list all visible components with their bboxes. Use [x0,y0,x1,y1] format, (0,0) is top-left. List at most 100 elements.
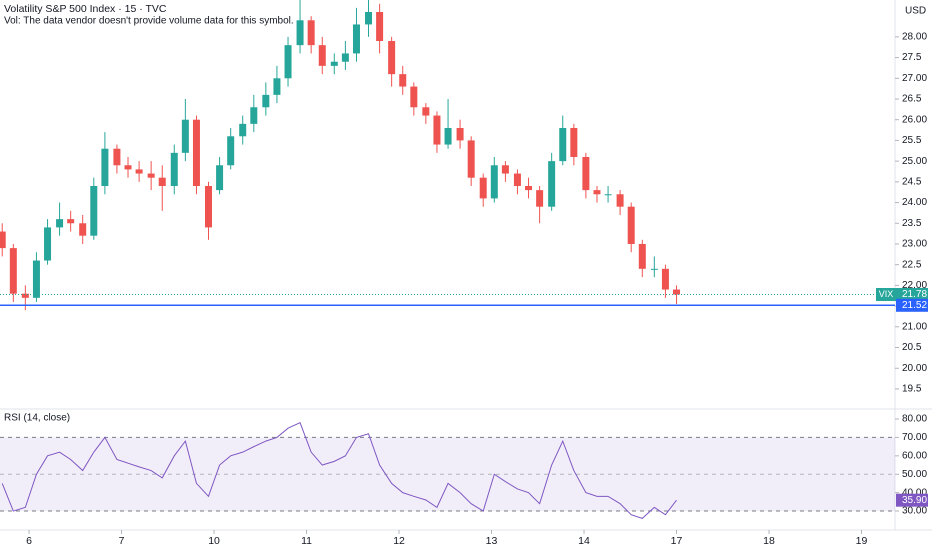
x-tick-label: 14 [578,535,590,547]
candle-body [0,231,6,249]
candle-body [467,140,475,178]
candle-body [638,243,646,269]
candle-body [479,177,487,199]
y-tick-label: 28.00 [902,32,927,43]
candle-body [296,20,304,46]
candle-body [170,152,178,186]
candle-body [158,177,166,186]
x-tick-label: 10 [208,535,220,547]
candle-body [147,173,155,178]
candle-body [501,165,509,174]
last-price-tag [896,288,928,302]
candle-body [376,12,384,42]
x-tick-label: 18 [763,535,775,547]
x-tick-label: 7 [119,535,125,547]
candle-body [284,45,292,79]
candle-body [32,260,40,298]
candle-body [227,136,235,166]
y-tick-label: 30.00 [902,506,927,517]
candle-body [273,78,281,95]
x-tick-label: 19 [856,535,868,547]
candle-body [399,74,407,87]
candle-body [444,127,452,145]
candle-body [21,293,29,298]
y-tick-label: 27.5 [902,52,922,63]
candle-body [216,165,224,191]
candle-body [604,194,612,196]
candle-body [456,127,464,141]
candle-body [525,185,533,191]
candle-body [570,127,578,157]
candle-body [593,190,601,195]
candle-body [262,94,270,108]
x-tick-label: 13 [486,535,498,547]
y-tick-label: 70.00 [902,432,927,443]
y-tick-label: 50.00 [902,469,927,480]
y-tick-label: 24.00 [902,197,927,208]
candle-body [9,248,17,294]
candle-body [192,119,200,186]
y-tick-label: 80.00 [902,414,927,425]
y-tick-label: 24.5 [902,176,922,187]
candle-body [410,86,418,108]
y-tick-label: 22.00 [902,280,927,291]
candle-body [388,41,396,75]
candle-body [135,169,143,174]
chart-subtitle: Vol: The data vendor doesn't provide vol… [4,16,294,27]
y-tick-label: 60.00 [902,450,927,461]
candle-body [536,190,544,207]
candle-body [250,107,258,124]
y-tick-label: 26.00 [902,114,927,125]
candle-body [559,127,567,162]
y-tick-label: 25.00 [902,156,927,167]
candle-body [44,227,52,261]
y-tick-label: 23.00 [902,239,927,250]
candle-body [627,206,635,244]
candle-body [90,185,98,236]
candle-body [352,24,360,54]
x-tick-label: 17 [671,535,683,547]
y-tick-label: 19.5 [902,384,922,395]
y-tick-label: 23.5 [902,218,922,229]
candle-body [239,123,247,137]
y-tick-label: 20.00 [902,363,927,374]
candle-body [422,107,430,116]
rsi-title: RSI (14, close) [4,413,70,424]
candle-body [113,148,121,166]
candle-body [341,53,349,62]
candle-body [433,115,441,145]
y-tick-label: 26.5 [902,94,922,105]
candle-body [616,194,624,207]
hline-label: 21.52 [902,300,927,311]
candle-body [490,165,498,199]
rsi-line [1,422,677,519]
candle-body [582,156,590,191]
candle-body [79,223,87,236]
chart-title: Volatility S&P 500 Index · 15 · TVC [4,3,167,15]
x-tick-label: 12 [393,535,405,547]
candle-body [513,173,521,186]
last-price-label: 21.78 [902,289,927,300]
symbol-tag [876,288,896,302]
y-tick-label: 27.00 [902,73,927,84]
candle-body [124,165,132,170]
candle-body [548,161,556,207]
candle-body [661,268,669,290]
hline-tag [896,298,928,312]
y-tick-label: 40.00 [902,487,927,498]
rsi-value-tag [896,493,928,507]
candle-body [181,119,189,153]
candle-body [56,219,64,228]
candle-body [365,12,373,25]
x-tick-label: 11 [301,535,312,547]
y-tick-label: 21.00 [902,321,927,332]
candle-body [67,219,75,224]
y-tick-label: 25.5 [902,135,922,146]
candle-body [307,20,315,46]
candle-body [101,148,109,186]
candle-body [650,268,658,270]
candle-body [318,45,326,66]
